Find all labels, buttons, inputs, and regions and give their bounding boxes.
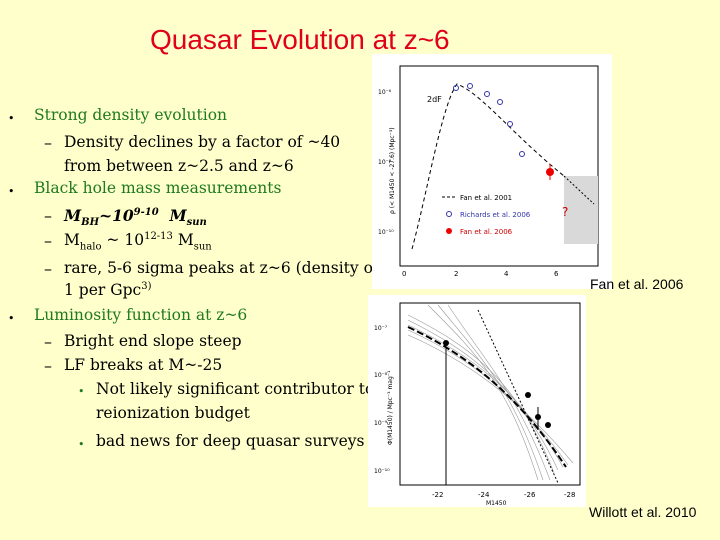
legend-richards: Richards et al. 2006 [460,211,531,219]
mbh-exp: 9-10 [133,206,159,218]
y-tick: 10⁻⁷ [374,325,388,332]
bullet-dot: • [8,185,15,198]
legend-fan2006: Fan et al. 2006 [460,228,513,236]
sub-rare-peaks-2: 1 per Gpc3) [64,281,151,299]
mbh-sun-sub: sun [186,217,207,229]
plot-frame [399,302,581,486]
mbh-approx: ~10 [99,206,134,225]
mbh-sub: BH [81,217,100,229]
legend-fan2001: Fan et al. 2001 [460,194,512,202]
luminosity-function-figure: -22 -24 -26 -28 M1450 10⁻⁷ 10⁻⁸ 10⁻⁹ 10⁻… [368,295,586,507]
annotation-2df: 2dF [427,95,442,104]
y-tick: 10⁻⁶ [378,89,392,96]
sub-density-decline-2: from between z~2.5 and z~6 [64,157,294,175]
extrapolation [563,175,595,205]
x-tick: -26 [524,491,536,499]
bullet-bh-mass: Black hole mass measurements [34,179,282,197]
model-curve [411,83,565,250]
mhalo-sun-sub: sun [193,241,212,253]
y-tick: 10⁻⁸ [378,159,392,166]
dash: – [44,356,52,375]
bullet-dot: • [78,438,85,451]
dash: – [44,231,52,250]
dash: – [44,259,52,278]
figure2-caption: Willott et al. 2010 [589,504,697,520]
lf-plot: -22 -24 -26 -28 M1450 10⁻⁷ 10⁻⁸ 10⁻⁹ 10⁻… [374,302,581,507]
x-tick: -28 [564,491,575,499]
legend-marker [446,228,452,234]
density-plot: ? 2dF Fan et al. 2001 Richards et al. 20… [378,65,599,278]
bullet-dot: • [78,385,85,398]
figure1-caption: Fan et al. 2006 [590,276,684,292]
mbh-m: M [64,206,82,225]
bullet-density: Strong density evolution [34,106,228,124]
tertiary-reionization-2: reionization budget [96,404,250,422]
y-tick: 10⁻⁹ [374,420,388,427]
x-tick: -22 [432,491,443,499]
sub-density-decline: Density declines by a factor of ~40 [64,133,341,151]
dash: – [44,133,52,152]
y-tick: 10⁻¹⁰ [378,229,394,236]
x-axis-label: M1450 [486,500,507,507]
mhalo-approx: ~ 10 [101,231,145,250]
y-axis-label: Φ(M1450) / Mpc⁻³ mag⁻¹ [387,370,394,445]
y-tick: 10⁻¹⁰ [374,468,390,475]
mhalo-exp: 12-13 [144,231,173,242]
sub-bright-end: Bright end slope steep [64,332,242,350]
tertiary-bad-news: bad news for deep quasar surveys [96,432,365,450]
bullet-dot: • [8,112,15,125]
plot-frame [399,65,599,267]
lf-bundle [407,304,574,481]
dash: – [44,206,52,225]
mhalo-sub: halo [79,241,102,253]
highlight-box [564,176,598,244]
mhalo-m: M [64,231,80,250]
x-tick: 0 [402,270,406,278]
sub-mhalo: Mhalo ~ 1012-13 Msun [64,231,212,252]
sub-rare-peaks: rare, 5-6 sigma peaks at z~6 (density of [64,259,379,277]
question-mark: ? [562,205,568,219]
slide-title: Quasar Evolution at z~6 [150,24,450,55]
dash: – [44,332,52,351]
tertiary-reionization: Not likely significant contributor to [96,380,375,398]
richards-points [453,83,525,157]
bullet-dot: • [8,312,15,325]
y-tick: 10⁻⁸ [374,372,388,379]
x-tick: 4 [504,270,509,278]
mhalo-msun: M [172,231,194,250]
legend-marker [446,211,452,217]
rare-sup: 3) [141,281,152,292]
sub-lf-breaks: LF breaks at M~-25 [64,356,223,374]
sub-mbh: MBH~109-10 Msun [64,206,207,228]
mbh-msun: M [158,206,187,225]
bullet-lum-function: Luminosity function at z~6 [34,306,248,324]
y-axis-label: ρ (< M1450 < -27.6) (Mpc⁻³) [389,127,396,214]
x-tick: 6 [554,270,559,278]
x-tick: 2 [454,270,458,278]
alt-fit [477,309,559,484]
x-tick: -24 [478,491,490,499]
density-evolution-figure: ? 2dF Fan et al. 2001 Richards et al. 20… [372,54,612,289]
rare-text: 1 per Gpc [64,281,142,300]
best-fit-curve [407,326,567,468]
